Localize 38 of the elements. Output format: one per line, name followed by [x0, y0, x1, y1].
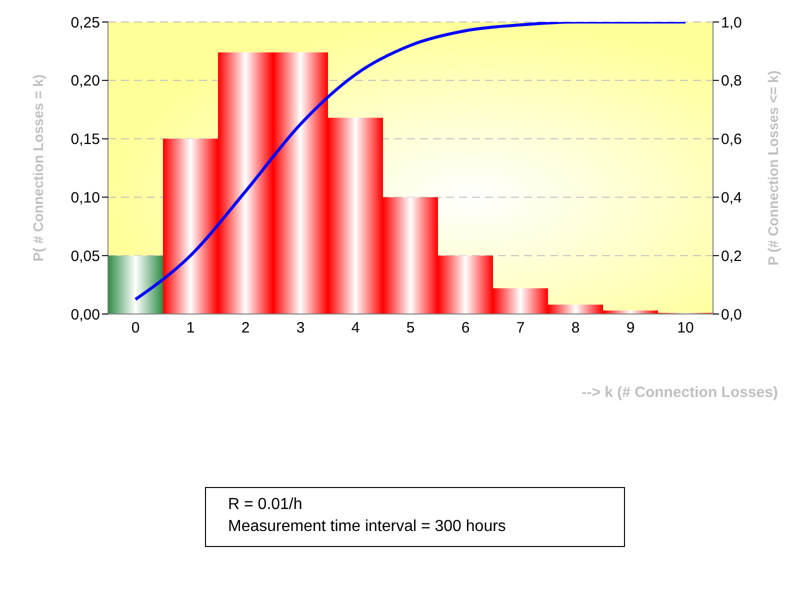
bar [108, 256, 163, 314]
y-tick-label: 0,15 [70, 131, 100, 148]
bar [438, 256, 493, 314]
y2-tick-label: 0,8 [721, 72, 742, 90]
bar [328, 118, 383, 314]
x-axis-title: --> k (# Connection Losses) [580, 384, 779, 401]
bar [218, 52, 273, 314]
x-tick-label: 2 [241, 320, 250, 337]
x-tick-label: 5 [406, 320, 415, 337]
bar [163, 138, 218, 314]
y-tick-label: 0,05 [70, 248, 100, 265]
x-tick-label: 0 [131, 320, 140, 337]
bar [548, 304, 603, 314]
x-tick-label: 4 [351, 320, 360, 337]
bar [493, 288, 548, 314]
y-axis-title: P( # Connection Losses = k) [30, 74, 46, 262]
x-tick-label: 7 [516, 320, 525, 337]
y2-tick-label: 0,6 [721, 131, 742, 148]
text: Measurement time interval = 300 hours [228, 517, 507, 537]
text: R = 0.01/h [228, 495, 304, 515]
y-tick-label: 0,10 [70, 190, 100, 207]
x-tick-label: 3 [296, 320, 305, 337]
bar [383, 197, 438, 314]
y2-tick-label: 1,0 [721, 14, 742, 32]
x-tick-label: 6 [461, 320, 470, 337]
y2-tick-label: 0,2 [721, 248, 742, 265]
y2-axis-title: P (# Connection Losses <= k) [764, 70, 781, 266]
y-tick-label: 0,20 [70, 72, 100, 90]
x-tick-label: 8 [571, 320, 580, 337]
line-series [134, 22, 687, 301]
y-tick-label: 0,00 [70, 306, 100, 324]
x-tick-label: 1 [186, 320, 195, 337]
bar [273, 52, 328, 314]
y-tick-label: 0,25 [70, 14, 100, 32]
x-tick-label: 10 [677, 320, 694, 337]
y2-tick-label: 0,4 [721, 190, 742, 207]
x-tick-label: 9 [626, 320, 635, 337]
y2-tick-label: 0,0 [721, 306, 742, 324]
